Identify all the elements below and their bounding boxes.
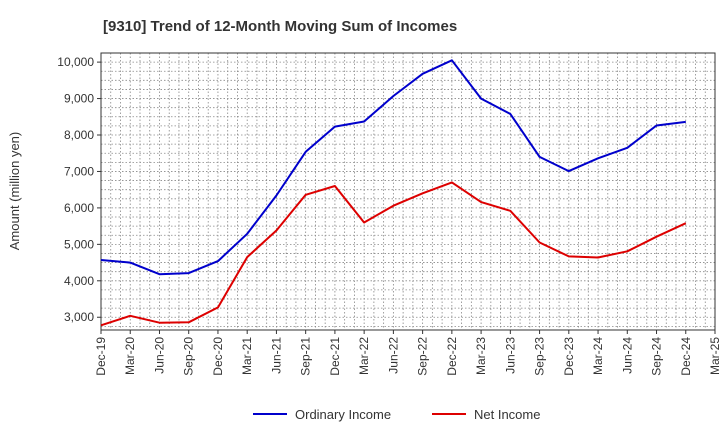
x-tick-label: Sep-24	[650, 337, 664, 376]
y-axis-label: Amount (million yen)	[7, 132, 22, 251]
y-tick-label: 4,000	[64, 274, 94, 288]
x-tick-label: Sep-22	[416, 337, 430, 376]
chart-title: [9310] Trend of 12-Month Moving Sum of I…	[103, 18, 457, 35]
y-tick-label: 9,000	[64, 92, 94, 106]
x-tick-label: Sep-21	[299, 337, 313, 376]
x-tick-label: Sep-20	[182, 337, 196, 376]
y-tick-label: 5,000	[64, 237, 94, 251]
y-tick-label: 3,000	[64, 310, 94, 324]
x-tick-label: Jun-23	[503, 337, 517, 374]
y-tick-label: 6,000	[64, 201, 94, 215]
x-tick-label: Jun-24	[620, 337, 634, 374]
x-tick-label: Mar-22	[357, 337, 371, 375]
x-tick-label: Dec-23	[562, 337, 576, 376]
x-tick-label: Jun-21	[269, 337, 283, 374]
x-tick-label: Dec-21	[328, 337, 342, 376]
y-tick-label: 7,000	[64, 164, 94, 178]
x-tick-label: Dec-19	[94, 337, 108, 376]
series-line-net-income	[100, 181, 687, 327]
x-tick-label: Mar-25	[708, 337, 720, 375]
legend-label: Net Income	[474, 407, 540, 422]
series-line-ordinary-income	[100, 59, 686, 276]
x-tick-label: Sep-23	[533, 337, 547, 376]
y-tick-label: 8,000	[64, 128, 94, 142]
plot-area: 3,000 4,000 5,000 6,000 7,000 8,000 9,000 10,00…	[57, 52, 720, 376]
x-tick-label: Dec-24	[679, 337, 693, 376]
legend-label: Ordinary Income	[295, 407, 391, 422]
plot-frame	[100, 52, 716, 331]
x-tick-label: Mar-23	[474, 337, 488, 375]
x-tick-label: Mar-24	[591, 337, 605, 375]
legend: Ordinary Income Net Income	[253, 407, 540, 422]
x-tick-label: Dec-22	[445, 337, 459, 376]
x-tick-label: Jun-22	[386, 337, 400, 374]
y-tick-label: 10,000	[57, 55, 94, 69]
x-tick-label: Mar-20	[123, 337, 137, 375]
x-tick-label: Mar-21	[240, 337, 254, 375]
x-tick-label: Dec-20	[211, 337, 225, 376]
x-tick-label: Jun-20	[152, 337, 166, 374]
